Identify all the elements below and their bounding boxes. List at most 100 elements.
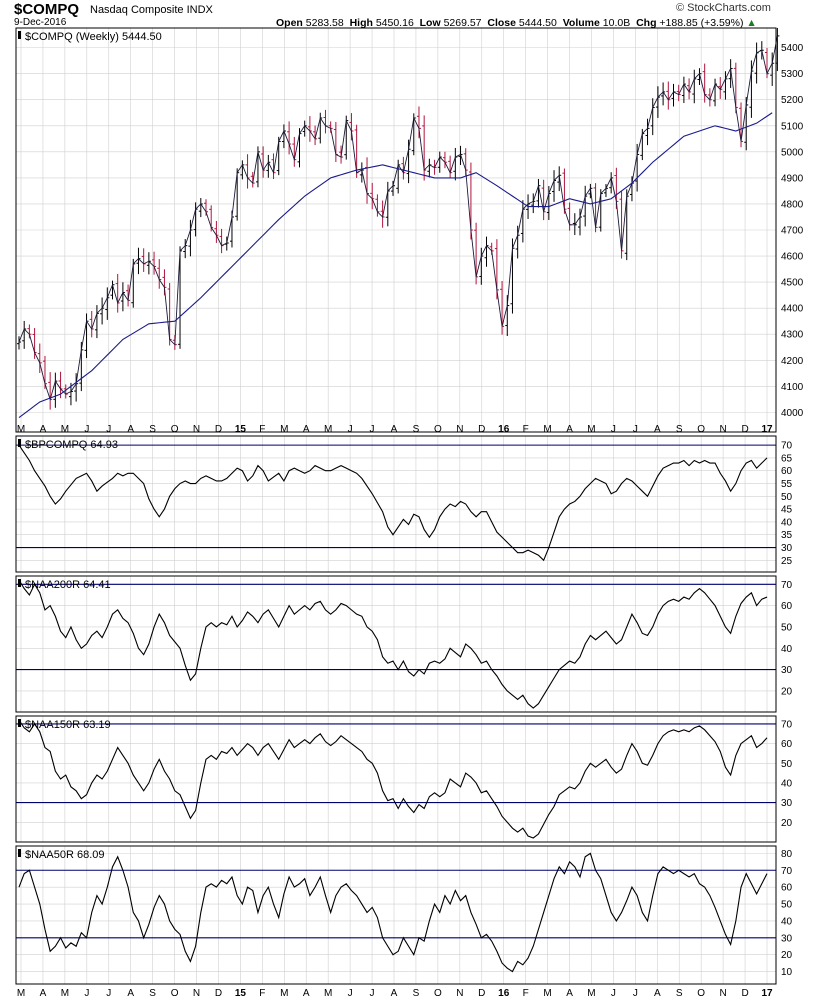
price-bar [635, 143, 640, 192]
x-tick-label: A [654, 988, 661, 999]
panel-legend: $NAA150R 63.19 [18, 719, 111, 731]
x-tick-label: O [171, 424, 179, 435]
indicator-line [18, 444, 768, 562]
price-bar [520, 200, 525, 243]
open-value: 5283.58 [305, 17, 344, 29]
x-tick-label: M [61, 424, 69, 435]
x-tick-label: D [215, 988, 222, 999]
price-bar [365, 157, 370, 204]
y-tick-label: 4900 [781, 173, 804, 184]
legend-label: $NAA150R 63.19 [25, 719, 111, 731]
y-tick-label: 4600 [781, 252, 804, 263]
price-bar [307, 116, 312, 142]
x-tick-label: A [391, 424, 398, 435]
x-tick-label: J [106, 988, 111, 999]
x-tick-label: J [348, 988, 353, 999]
x-tick-label: O [697, 424, 705, 435]
chart-panel-0: 4000 4100 4200 4300 4400 4500 4600 4700 4800 4900… [15, 27, 804, 433]
legend-label: $NAA50R 68.09 [25, 849, 105, 861]
price-bar [323, 109, 328, 134]
price-bar [707, 88, 712, 107]
x-tick-label: D [741, 988, 748, 999]
y-tick-label: 50 [781, 622, 793, 633]
x-tick-label: M [17, 988, 25, 999]
x-tick-label: J [611, 988, 616, 999]
x-tick-label: A [127, 424, 134, 435]
y-tick-label: 4200 [781, 356, 804, 367]
x-tick-label: S [676, 424, 683, 435]
ticker-symbol: $COMPQ [14, 1, 80, 18]
y-tick-label: 4300 [781, 330, 804, 341]
y-tick-label: 30 [781, 933, 793, 944]
x-tick-label: F [523, 424, 529, 435]
y-tick-label: 70 [781, 866, 793, 877]
y-tick-label: 20 [781, 686, 793, 697]
x-tick-label: N [456, 988, 463, 999]
x-tick-label: S [149, 424, 156, 435]
price-bar [48, 372, 53, 410]
y-tick-label: 60 [781, 466, 793, 477]
price-bar [671, 83, 676, 107]
y-tick-label: 5000 [781, 147, 804, 158]
x-tick-label: M [543, 424, 551, 435]
price-bar [240, 160, 245, 180]
price-bar [416, 106, 421, 139]
price-bar [697, 68, 702, 85]
x-tick-label: J [348, 424, 353, 435]
y-tick-label: 80 [781, 849, 793, 860]
price-bar [261, 146, 266, 178]
x-tick-label: A [303, 424, 310, 435]
y-tick-label: 35 [781, 530, 793, 541]
price-bar [713, 78, 718, 107]
panel-frame [15, 27, 777, 433]
price-bar [484, 236, 489, 267]
y-tick-label: 50 [781, 900, 793, 911]
price-bar [406, 139, 411, 184]
price-bar [84, 313, 89, 359]
x-tick-label: J [370, 988, 375, 999]
price-bar [115, 273, 120, 313]
open-label: Open [276, 17, 303, 29]
x-tick-label: A [127, 988, 134, 999]
x-tick-label: O [171, 988, 179, 999]
price-bar [281, 124, 286, 149]
x-tick-label: 17 [761, 424, 773, 435]
x-tick-label: J [633, 424, 638, 435]
y-tick-label: 60 [781, 883, 793, 894]
panel-legend: $NAA50R 68.09 [18, 849, 105, 861]
y-tick-label: 70 [781, 719, 793, 730]
price-bar [655, 86, 660, 118]
x-tick-label: A [303, 988, 310, 999]
y-tick-label: 70 [781, 580, 793, 591]
x-tick-label: 16 [498, 988, 510, 999]
price-bar [32, 328, 37, 359]
x-tick-label: J [84, 988, 89, 999]
x-tick-label: M [61, 988, 69, 999]
legend-swatch [18, 849, 21, 857]
quote-summary: Open 5283.58 High 5450.16 Low 5269.57 Cl… [276, 17, 757, 29]
watermark: © StockCharts.com [676, 2, 771, 14]
x-tick-label: S [413, 424, 420, 435]
chg-label: Chg [636, 17, 657, 29]
x-tick-label: M [280, 424, 288, 435]
price-bar [380, 200, 385, 228]
x-tick-label: M [543, 988, 551, 999]
price-bar [676, 84, 681, 102]
y-tick-label: 40 [781, 517, 793, 528]
x-tick-label: N [720, 424, 727, 435]
x-tick-label: 15 [235, 988, 247, 999]
x-tick-label: S [149, 988, 156, 999]
x-tick-label: A [391, 988, 398, 999]
y-tick-label: 20 [781, 950, 793, 961]
price-bar [27, 324, 32, 339]
x-tick-label: A [654, 424, 661, 435]
price-bar [692, 69, 697, 104]
y-tick-label: 4700 [781, 226, 804, 237]
price-bar [136, 247, 141, 275]
price-bar [567, 202, 572, 231]
y-tick-label: 30 [781, 665, 793, 676]
panel-legend: $NAA200R 64.41 [18, 579, 111, 591]
y-tick-label: 30 [781, 798, 793, 809]
price-bar [313, 125, 318, 146]
